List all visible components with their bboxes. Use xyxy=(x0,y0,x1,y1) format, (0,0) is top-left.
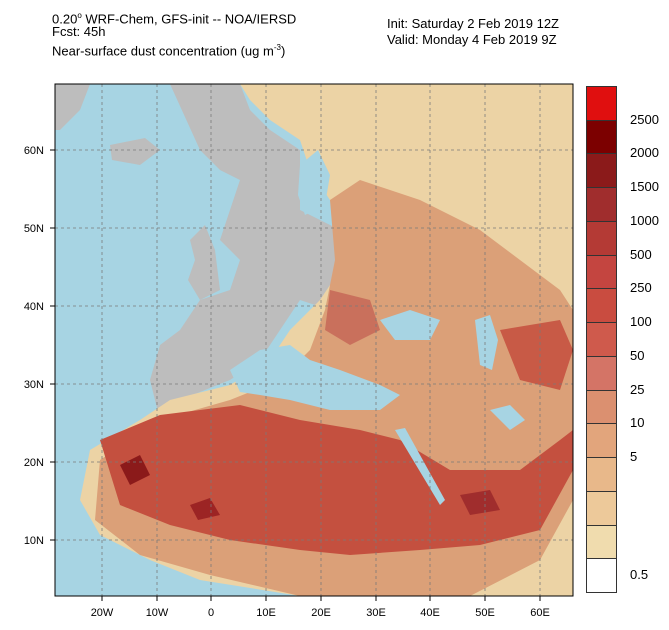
lat-label: 40N xyxy=(24,301,44,313)
variable-prefix: Near-surface dust concentration (ug m xyxy=(52,43,274,59)
init-time: Init: Saturday 2 Feb 2019 12Z xyxy=(387,16,559,31)
colorbar-swatch xyxy=(586,457,617,492)
colorbar-swatch xyxy=(586,322,617,357)
land-europe-nodata xyxy=(150,84,345,420)
colorbar-label: 500 xyxy=(630,246,652,262)
colorbar-swatch xyxy=(586,254,617,290)
sea-black xyxy=(380,310,440,340)
dust-mid-balkans xyxy=(325,290,380,345)
sea-mediterranean xyxy=(230,345,400,410)
sea-gulf xyxy=(490,405,525,430)
colorbar-label: 0.5 xyxy=(630,567,649,583)
colorbar-swatch xyxy=(586,355,617,391)
colorbar-swatch xyxy=(586,153,617,189)
colorbar-label: 250 xyxy=(630,280,652,296)
graticule xyxy=(55,84,573,596)
colorbar-label: 5 xyxy=(630,449,638,465)
colorbar-label: 1500 xyxy=(630,179,659,195)
map-frame xyxy=(54,83,574,597)
variable-label: Near-surface dust concentration (ug m-3) xyxy=(52,40,285,59)
lon-label: 0 xyxy=(208,607,214,619)
lat-label: 50N xyxy=(24,223,44,235)
sea-baltic xyxy=(298,150,330,215)
lon-label: 40E xyxy=(420,607,440,619)
colorbar-swatch xyxy=(586,187,617,222)
lat-label: 60N xyxy=(24,145,44,157)
colorbar-label: 25 xyxy=(630,381,645,397)
lat-label: 20N xyxy=(24,457,44,469)
colorbar-label: 50 xyxy=(630,347,645,363)
variable-exponent: -3 xyxy=(273,43,281,52)
dust-core-2 xyxy=(190,498,220,520)
land-greenland xyxy=(55,84,90,130)
colorbar-swatch xyxy=(586,423,617,459)
lon-label: 10W xyxy=(146,607,169,619)
title-prefix: 0.20 xyxy=(52,11,78,27)
lon-label: 10E xyxy=(256,607,276,619)
dust-high-east xyxy=(500,320,573,390)
forecast-hour: Fcst: 45h xyxy=(52,24,106,39)
map-title: 0.20o WRF-Chem, GFS-init -- NOA/IERSD xyxy=(52,11,297,27)
variable-suffix: ) xyxy=(280,43,286,59)
lat-label: 30N xyxy=(24,379,44,391)
colorbar-swatch xyxy=(586,490,617,526)
colorbar-swatch xyxy=(586,220,617,256)
dust-core-1 xyxy=(120,455,150,485)
tick-marks xyxy=(50,149,541,601)
colorbar-swatch xyxy=(586,558,617,593)
title-suffix: WRF-Chem, GFS-init -- NOA/IERSD xyxy=(81,11,297,27)
land-uk xyxy=(188,225,220,300)
sea-caspian xyxy=(475,315,498,370)
colorbar-label: 10 xyxy=(630,415,645,431)
lon-label: 20E xyxy=(311,607,331,619)
land-iceland xyxy=(110,138,160,165)
colorbar-label: 2000 xyxy=(630,145,659,161)
colorbar-swatch xyxy=(586,389,617,425)
colorbar-label: 100 xyxy=(630,314,652,330)
lat-label: 10N xyxy=(24,535,44,547)
colorbar-label: 1000 xyxy=(630,212,659,228)
dust-core-3 xyxy=(460,490,500,515)
lon-label: 50E xyxy=(475,607,495,619)
colorbar-swatch xyxy=(586,524,617,560)
lon-label: 20W xyxy=(91,607,114,619)
dust-high xyxy=(100,405,573,555)
colorbar-swatch xyxy=(586,288,617,324)
lon-label: 60E xyxy=(530,607,550,619)
colorbar-swatch xyxy=(586,119,617,155)
colorbar-swatch xyxy=(586,86,617,121)
colorbar-label: 2500 xyxy=(630,111,659,127)
valid-time: Valid: Monday 4 Feb 2019 9Z xyxy=(387,32,557,47)
lon-label: 30E xyxy=(366,607,386,619)
sea-red xyxy=(395,428,445,505)
